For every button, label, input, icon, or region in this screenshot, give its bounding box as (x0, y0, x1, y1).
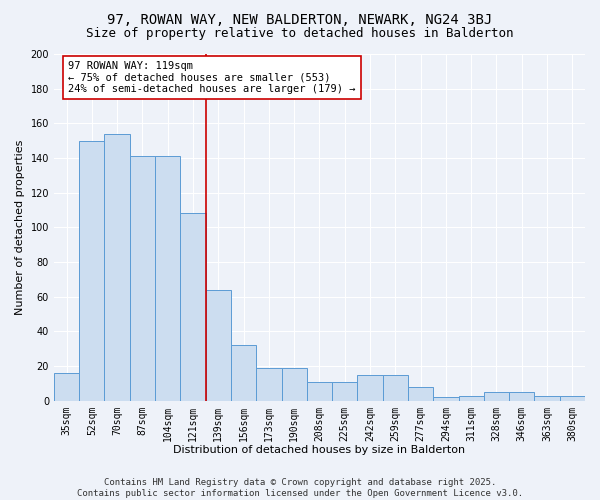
Bar (307, 382, 332, 400)
Text: Size of property relative to detached houses in Balderton: Size of property relative to detached ho… (86, 28, 514, 40)
Bar (433, 398, 458, 400)
Text: 97 ROWAN WAY: 119sqm
← 75% of detached houses are smaller (553)
24% of semi-deta: 97 ROWAN WAY: 119sqm ← 75% of detached h… (68, 61, 355, 94)
Bar (458, 396, 484, 400)
Y-axis label: Number of detached properties: Number of detached properties (15, 140, 25, 315)
Bar (535, 396, 560, 400)
Bar (79, 140, 104, 400)
Bar (383, 374, 408, 400)
Bar (509, 392, 535, 400)
Bar (408, 387, 433, 400)
Bar (332, 382, 358, 400)
Bar (358, 374, 383, 400)
Bar (155, 156, 181, 400)
Bar (130, 156, 155, 400)
Bar (560, 396, 585, 400)
Bar (206, 290, 231, 401)
Bar (484, 392, 509, 400)
Text: Contains HM Land Registry data © Crown copyright and database right 2025.
Contai: Contains HM Land Registry data © Crown c… (77, 478, 523, 498)
Bar (256, 368, 281, 400)
Text: 97, ROWAN WAY, NEW BALDERTON, NEWARK, NG24 3BJ: 97, ROWAN WAY, NEW BALDERTON, NEWARK, NG… (107, 12, 493, 26)
Bar (181, 214, 206, 400)
Bar (281, 368, 307, 400)
Bar (54, 373, 79, 400)
Bar (231, 345, 256, 401)
Bar (104, 134, 130, 400)
X-axis label: Distribution of detached houses by size in Balderton: Distribution of detached houses by size … (173, 445, 466, 455)
